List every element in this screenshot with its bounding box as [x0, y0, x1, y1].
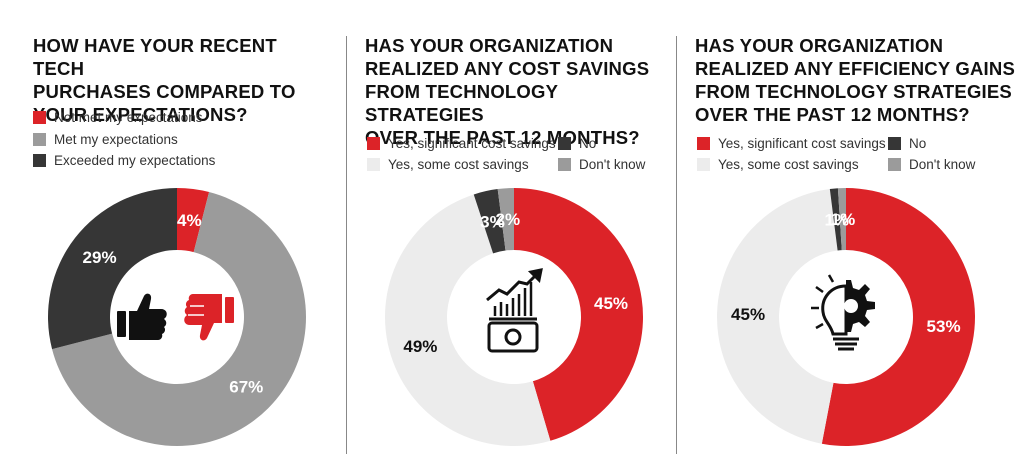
donut-slice [717, 189, 838, 444]
chart-panel-expectations: HOW HAVE YOUR RECENT TECH PURCHASES COMP… [33, 0, 333, 465]
legend-label: No [909, 136, 927, 151]
legend-label: Yes, significant cost savings [388, 136, 556, 151]
chart-panel-efficiency-gains: HAS YOUR ORGANIZATION REALIZED ANY EFFIC… [695, 0, 1015, 465]
legend-swatch-mid-gray [33, 133, 46, 146]
data-label: 1% [831, 210, 856, 229]
chart-title: HAS YOUR ORGANIZATION REALIZED ANY EFFIC… [695, 35, 1015, 125]
data-label: 45% [731, 305, 765, 324]
legend-swatch-red [367, 137, 380, 150]
legend-label: Exceeded my expectations [54, 153, 216, 168]
donut-chart-expectations: 4% 67% 29% [47, 188, 307, 446]
data-label: 49% [403, 337, 437, 356]
donut-slice [497, 188, 514, 251]
data-label: 3% [480, 212, 505, 231]
data-label: 2% [495, 210, 520, 229]
lightbulb-gear-icon [811, 274, 875, 351]
donut-chart-efficiency-gains: 53% 45% 1%1% [717, 188, 975, 446]
legend-label: Met my expectations [54, 132, 178, 147]
divider [676, 36, 677, 454]
donut-slice [837, 188, 846, 251]
legend-label: Yes, some cost savings [718, 157, 859, 172]
data-label: 1% [824, 210, 849, 229]
legend-item-no: No [558, 136, 596, 151]
data-label: 29% [83, 248, 117, 267]
legend-label: Yes, significant cost savings [718, 136, 886, 151]
legend-label: Not met my expectations [54, 110, 203, 125]
legend-swatch-dark-gray [888, 137, 901, 150]
chart-title: HOW HAVE YOUR RECENT TECH PURCHASES COMP… [33, 35, 296, 125]
legend-item-dont-know: Don't know [558, 157, 645, 172]
legend-label: Don't know [909, 157, 976, 172]
donut-slice [177, 188, 210, 253]
legend-label: No [579, 136, 597, 151]
chart-title: HAS YOUR ORGANIZATION REALIZED ANY COST … [365, 35, 650, 148]
data-label: 67% [229, 377, 263, 396]
data-label: 53% [927, 317, 961, 336]
donut-slice [514, 188, 643, 441]
divider [346, 36, 347, 454]
legend-swatch-dark-gray [33, 154, 46, 167]
legend-swatch-light-gray [697, 158, 710, 171]
money-growth-chart-icon [486, 268, 543, 353]
donut-slice [473, 189, 506, 254]
legend-item-some: Yes, some cost savings [697, 157, 859, 172]
legend-swatch-mid-gray [558, 158, 571, 171]
data-label: 4% [177, 211, 202, 230]
legend-label: Yes, some cost savings [388, 157, 529, 172]
legend-item-significant: Yes, significant cost savings [367, 136, 556, 151]
legend-item-significant: Yes, significant cost savings [697, 136, 886, 151]
legend-swatch-red [33, 111, 46, 124]
donut-slice [829, 188, 842, 251]
legend-label: Don't know [579, 157, 646, 172]
legend-item-some: Yes, some cost savings [367, 157, 529, 172]
data-label: 45% [594, 294, 628, 313]
donut-slice [384, 194, 551, 447]
legend-swatch-dark-gray [558, 137, 571, 150]
donut-slice [47, 188, 177, 350]
thumbs-up-down-icon [117, 293, 234, 341]
donut-slice [821, 188, 975, 446]
donut-chart-cost-savings: 45% 49% 3%2% [384, 188, 643, 447]
legend-item-no: No [888, 136, 926, 151]
legend-swatch-red [697, 137, 710, 150]
legend-swatch-mid-gray [888, 158, 901, 171]
donut-slice [52, 192, 307, 446]
legend-swatch-light-gray [367, 158, 380, 171]
chart-panel-cost-savings: HAS YOUR ORGANIZATION REALIZED ANY COST … [365, 0, 675, 465]
legend-item-dont-know: Don't know [888, 157, 975, 172]
legend-item-not-met: Not met my expectations [33, 110, 203, 125]
legend-item-met: Met my expectations [33, 132, 178, 147]
legend-item-exceeded: Exceeded my expectations [33, 153, 215, 168]
